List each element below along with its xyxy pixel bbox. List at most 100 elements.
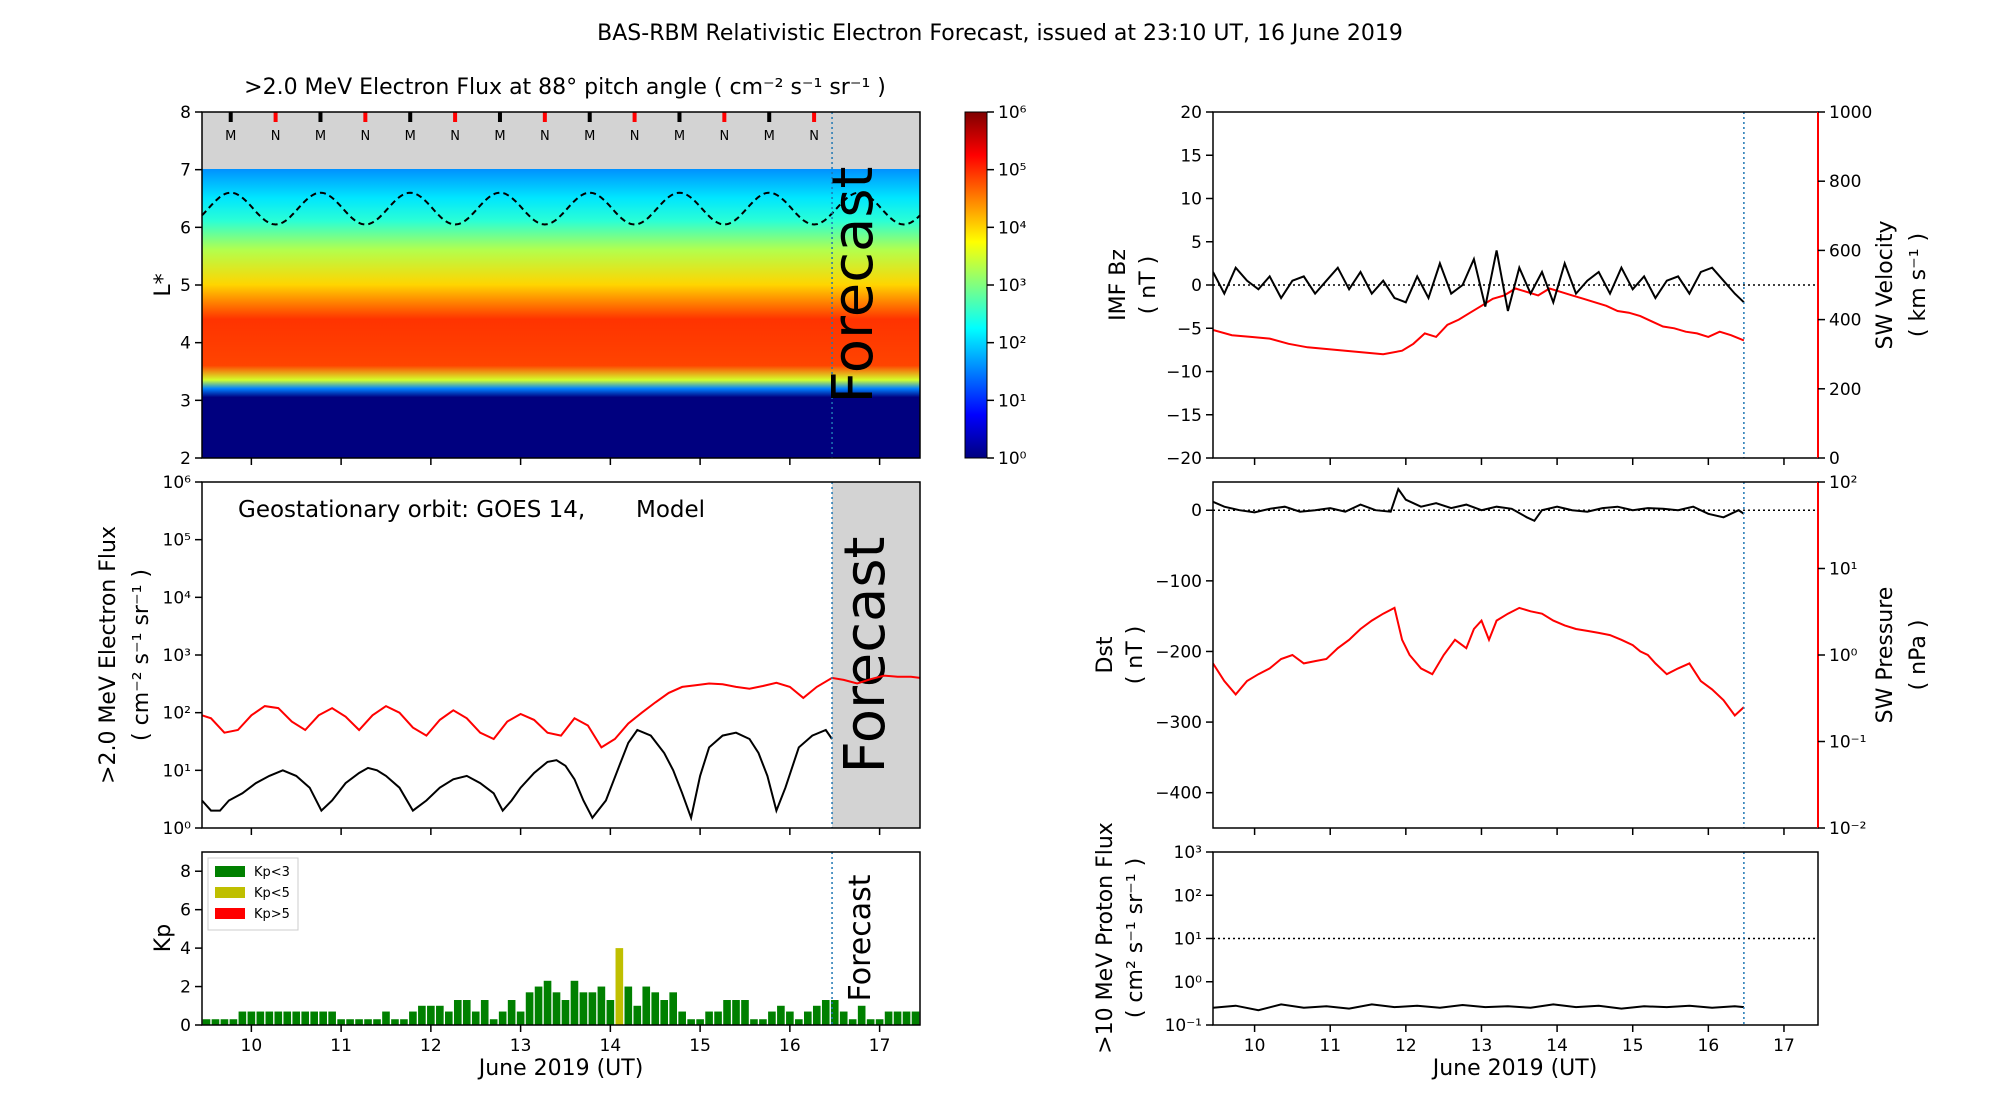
kp-bar <box>400 1019 408 1025</box>
kp-ytick-label: 2 <box>180 978 191 998</box>
sw-pressure-y-ticks: 10⁻² 10⁻¹ 10⁰ 10¹ 10² <box>1818 473 1866 839</box>
flux-map-ytick-label: 5 <box>180 276 191 296</box>
geo-flux-panel: Forecast Geostationary orbit: GOES 14, M… <box>96 473 921 839</box>
marker-label: M <box>764 129 775 144</box>
kp-xtick-label: 17 <box>869 1036 891 1056</box>
figure-title: BAS-RBM Relativistic Electron Forecast, … <box>597 21 1403 46</box>
proton-xtick-label: 17 <box>1773 1036 1795 1056</box>
proton-flux-line <box>1213 1003 1744 1012</box>
kp-bar <box>633 1005 642 1025</box>
colorbar-bar <box>964 111 988 459</box>
marker-label: M <box>584 129 595 144</box>
proton-xtick-label: 12 <box>1395 1036 1417 1056</box>
flux-map-ytick-label: 6 <box>180 218 191 238</box>
sw-velocity-ylabel: SW Velocity <box>1873 220 1898 349</box>
sw-pressure-ytick-label: 10⁰ <box>1829 646 1858 666</box>
kp-xtick-label: 15 <box>689 1036 711 1056</box>
marker-label: N <box>809 129 819 144</box>
flux-map-ylabel: L* <box>151 273 176 296</box>
kp-bar <box>830 1000 839 1025</box>
proton-ytick-label: 10⁻¹ <box>1165 1016 1202 1036</box>
kp-legend-swatch-high <box>215 908 245 919</box>
colorbar-tick-label: 10⁵ <box>998 161 1026 181</box>
kp-xtick-label: 12 <box>420 1036 442 1056</box>
geo-ytick-label: 10² <box>163 704 191 724</box>
imf-y-ticks: −20 −15 −10 −5 0 5 10 15 20 <box>1166 103 1213 469</box>
kp-bar <box>211 1019 220 1025</box>
proton-y-ticks: 10⁻¹ 10⁰ 10¹ 10² 10³ <box>1165 843 1213 1036</box>
imf-panel: −20 −15 −10 −5 0 5 10 15 20 0 200 400 600 800 1000 IM… <box>1106 103 1931 469</box>
kp-bar <box>777 1005 785 1025</box>
geo-goes-line <box>202 728 833 822</box>
marker-label: N <box>630 129 640 144</box>
proton-xtick-label: 14 <box>1546 1036 1568 1056</box>
colorbar-tick-label: 10³ <box>998 276 1026 296</box>
kp-bar <box>346 1019 354 1025</box>
geo-annotation-model: Model <box>636 497 705 523</box>
kp-xtick-label: 13 <box>510 1036 532 1056</box>
kp-bar <box>723 1000 731 1025</box>
kp-bar <box>373 1019 381 1025</box>
kp-xtick-label: 14 <box>600 1036 622 1056</box>
kp-bar <box>256 1011 265 1025</box>
colorbar-tick-label: 10⁶ <box>998 103 1027 123</box>
kp-bar <box>480 1000 489 1025</box>
marker-label: N <box>360 129 370 144</box>
proton-ylabel-units: ( cm² s⁻¹ sr⁻¹ ) <box>1123 858 1148 1018</box>
kp-bar <box>866 1019 875 1025</box>
geo-annotation: Geostationary orbit: GOES 14, <box>238 497 585 523</box>
kp-bar <box>516 1011 525 1025</box>
kp-legend-high: Kp>5 <box>254 907 290 922</box>
flux-map-ytick-label: 3 <box>180 391 191 411</box>
imf-ytick-label: 15 <box>1180 146 1202 166</box>
marker-label: M <box>494 129 505 144</box>
kp-bar <box>803 1011 812 1025</box>
proton-ytick-label: 10² <box>1174 886 1202 906</box>
kp-bar <box>642 986 651 1025</box>
sw-pressure-ytick-label: 10¹ <box>1829 560 1857 580</box>
marker-label: N <box>450 129 460 144</box>
flux-map-field <box>202 169 920 458</box>
kp-bar <box>418 1005 426 1025</box>
sw-pressure-ytick-label: 10⁻¹ <box>1829 733 1866 753</box>
dst-ylabel: Dst <box>1093 636 1118 673</box>
sw-velocity-ylabel-units: ( km s⁻¹ ) <box>1906 233 1931 337</box>
kp-bar <box>471 1011 480 1025</box>
kp-bar <box>615 948 624 1025</box>
imf-ylabel-units: ( nT ) <box>1136 256 1161 315</box>
flux-map-x-ticks <box>250 458 881 465</box>
sw-velocity-ytick-label: 600 <box>1829 241 1861 261</box>
kp-bar <box>786 1011 794 1025</box>
kp-bar <box>427 1005 435 1025</box>
kp-bar <box>436 1005 444 1025</box>
kp-bar <box>669 992 678 1025</box>
kp-xtick-label: 10 <box>241 1036 263 1056</box>
kp-bar <box>498 1011 507 1025</box>
colorbar: 10⁰ 10¹ 10² 10³ 10⁴ 10⁵ 10⁶ <box>964 103 1027 469</box>
kp-bar <box>741 1000 749 1025</box>
kp-bar <box>687 1019 695 1025</box>
flux-map-ytick-label: 2 <box>180 449 191 469</box>
kp-bar <box>651 992 660 1025</box>
left-x-axis-label: June 2019 (UT) <box>477 1056 644 1081</box>
kp-bar <box>247 1011 256 1025</box>
kp-bar <box>238 1011 247 1025</box>
kp-bar <box>857 1005 866 1025</box>
kp-bar <box>328 1011 336 1025</box>
proton-ytick-label: 10³ <box>1174 843 1202 863</box>
kp-y-ticks: 0 2 4 6 8 <box>180 862 202 1036</box>
kp-bar <box>768 1011 776 1025</box>
imf-ytick-label: −15 <box>1166 406 1202 426</box>
geo-ytick-label: 10¹ <box>163 761 191 781</box>
sw-velocity-ytick-label: 200 <box>1829 380 1861 400</box>
marker-label: M <box>225 129 236 144</box>
kp-bar <box>750 1019 758 1025</box>
kp-bar <box>292 1011 301 1025</box>
colorbar-tick-label: 10⁰ <box>998 449 1027 469</box>
proton-x-ticks: 10 11 12 13 14 15 16 17 <box>1244 1025 1795 1056</box>
flux-map-title: >2.0 MeV Electron Flux at 88° pitch angl… <box>244 75 886 100</box>
kp-bar <box>229 1019 238 1025</box>
